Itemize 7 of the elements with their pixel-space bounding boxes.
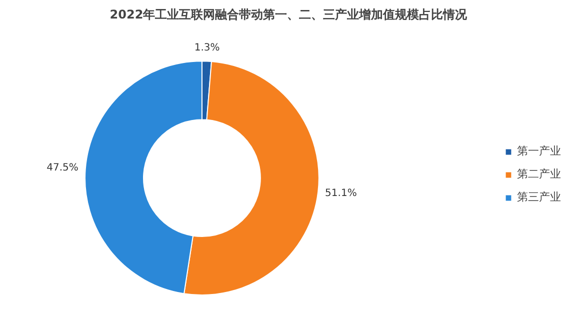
data-label: 51.1% (325, 188, 357, 199)
data-label: 47.5% (46, 162, 78, 174)
legend-label: 第一产业 (517, 144, 561, 158)
chart-title: 2022年工业互联网融合带动第一、二、三产业增加值规模占比情况 (110, 8, 468, 22)
legend-label: 第二产业 (517, 166, 561, 182)
data-label: 1.3% (194, 42, 220, 54)
legend-label: 第三产业 (517, 190, 561, 204)
